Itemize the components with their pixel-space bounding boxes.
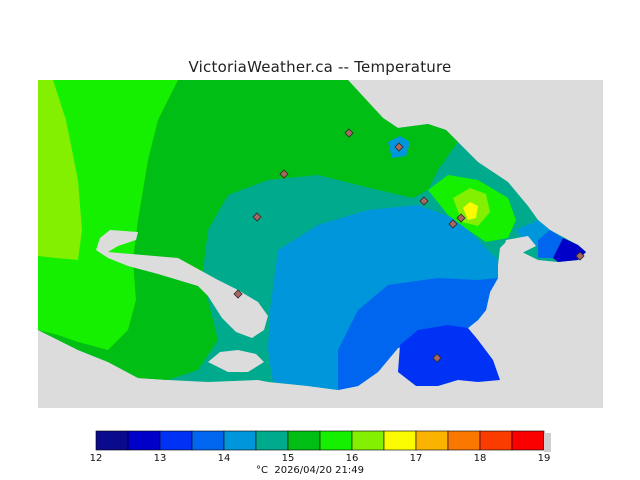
legend-swatch-9 bbox=[351, 430, 385, 451]
unit-label: °C bbox=[256, 465, 268, 476]
station-marker bbox=[456, 213, 466, 223]
legend-swatch-11 bbox=[415, 430, 449, 451]
legend-swatch-2 bbox=[127, 430, 161, 451]
station-marker bbox=[419, 196, 429, 206]
inlet-west bbox=[96, 230, 268, 338]
station-marker bbox=[432, 353, 442, 363]
legend-tick-label: 12 bbox=[90, 453, 103, 464]
temperature-map bbox=[38, 80, 603, 408]
legend-tick-label: 15 bbox=[282, 453, 295, 464]
station-marker bbox=[394, 142, 404, 152]
legend-tick-label: 17 bbox=[410, 453, 423, 464]
station-markers bbox=[233, 128, 585, 363]
station-marker bbox=[448, 219, 458, 229]
land-zone-east-tip-2 bbox=[538, 230, 563, 258]
land-zone-13 bbox=[398, 325, 500, 386]
station-marker bbox=[279, 169, 289, 179]
timestamp-label: 2026/04/20 21:49 bbox=[274, 465, 364, 476]
station-marker bbox=[344, 128, 354, 138]
station-marker bbox=[575, 251, 585, 261]
legend-swatch-6 bbox=[255, 430, 289, 451]
legend-swatch-12 bbox=[447, 430, 481, 451]
legend-swatch-8 bbox=[319, 430, 353, 451]
land-zone-east-hot bbox=[463, 202, 478, 220]
inlet-east bbox=[503, 236, 536, 255]
legend-swatch-3 bbox=[159, 430, 193, 451]
land-zone-16-5 bbox=[38, 80, 82, 260]
legend-tick-label: 18 bbox=[474, 453, 487, 464]
legend-swatch-10 bbox=[383, 430, 417, 451]
legend-swatch-14 bbox=[511, 430, 545, 451]
legend-shadow bbox=[544, 433, 551, 452]
legend-tick-label: 14 bbox=[218, 453, 231, 464]
legend-tick-label: 16 bbox=[346, 453, 359, 464]
legend-bins bbox=[95, 430, 551, 452]
land-zone-16 bbox=[38, 80, 178, 350]
legend-swatch-4 bbox=[191, 430, 225, 451]
timestamp-footer: °C 2026/04/20 21:49 bbox=[256, 465, 364, 476]
legend-tick-label: 13 bbox=[154, 453, 167, 464]
legend-swatch-7 bbox=[287, 430, 321, 451]
water-inlets bbox=[96, 230, 536, 372]
legend-swatch-5 bbox=[223, 430, 257, 451]
station-marker bbox=[252, 212, 262, 222]
inlet-south bbox=[208, 350, 264, 372]
legend-tick-label: 19 bbox=[538, 453, 551, 464]
legend-swatch-1 bbox=[95, 430, 129, 451]
station-marker bbox=[233, 289, 243, 299]
legend-ticks: 12 13 14 15 16 17 18 19 bbox=[90, 453, 551, 464]
land-mass bbox=[38, 80, 586, 390]
chart-title: VictoriaWeather.ca -- Temperature bbox=[188, 58, 452, 76]
legend-swatch-13 bbox=[479, 430, 513, 451]
